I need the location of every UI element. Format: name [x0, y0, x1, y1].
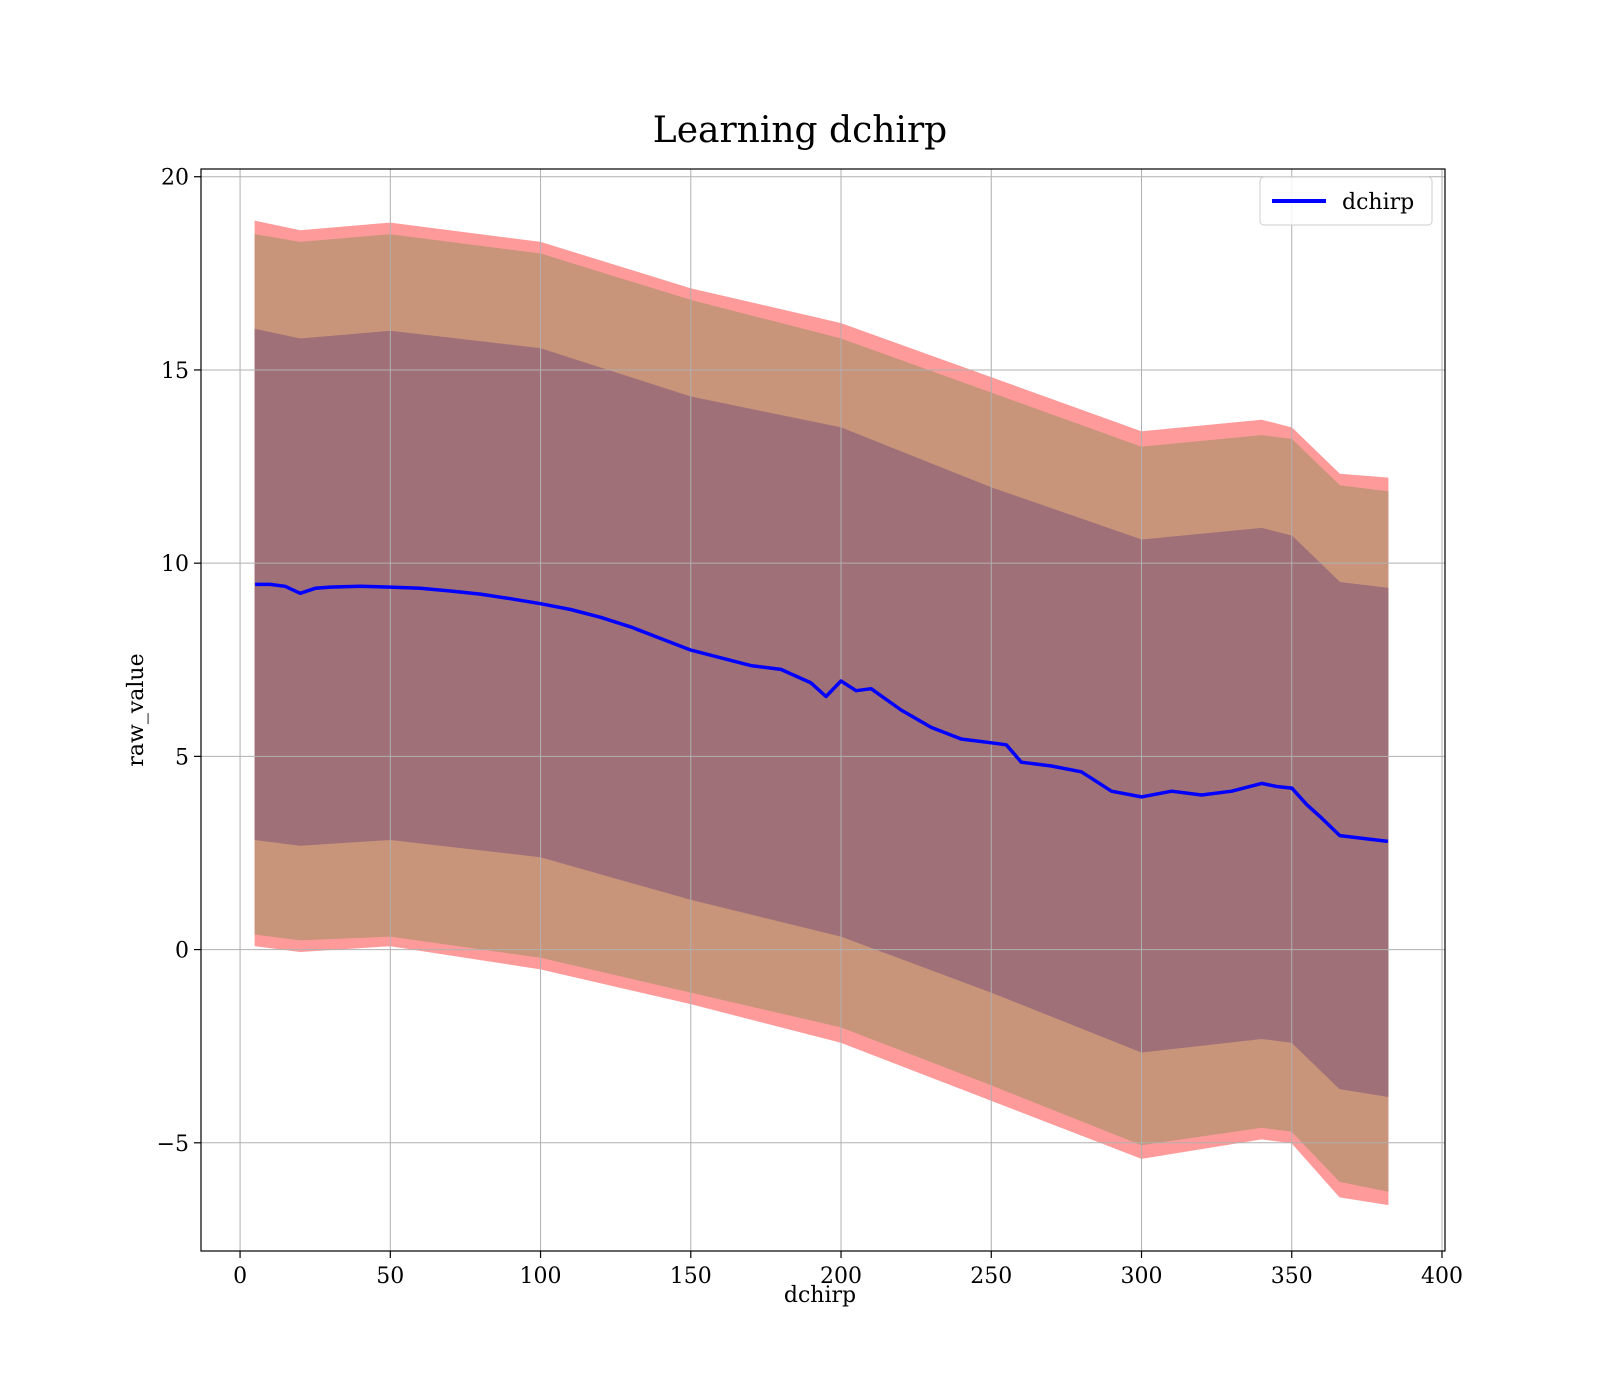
x-tick-label: 50 [376, 1264, 404, 1289]
x-tick-label: 350 [1271, 1264, 1313, 1289]
legend-label: dchirp [1342, 190, 1414, 215]
y-axis-ticks: −5 0 5 10 15 20 [157, 166, 201, 1157]
x-tick-label: 200 [820, 1264, 862, 1289]
y-tick-label: 15 [161, 359, 189, 384]
x-tick-label: 0 [233, 1264, 247, 1289]
y-axis-label: raw_value [124, 653, 149, 766]
chart-title: Learning dchirp [653, 110, 947, 151]
x-axis-label: dchirp [784, 1283, 856, 1308]
x-tick-label: 400 [1421, 1264, 1463, 1289]
confidence-bands [254, 220, 1389, 1206]
series-lines [255, 582, 1389, 844]
legend: dchirp [1259, 176, 1433, 226]
y-tick-label: 0 [175, 939, 189, 964]
y-tick-label: 10 [161, 552, 189, 577]
x-tick-label: 250 [970, 1264, 1012, 1289]
grid-lines [201, 169, 1445, 1251]
series-line-dchirp [255, 582, 1389, 844]
x-axis-ticks: 0 50 100 150 200 250 300 350 400 [233, 1251, 1463, 1289]
y-tick-label: 20 [161, 166, 189, 191]
x-tick-label: 300 [1121, 1264, 1163, 1289]
x-tick-label: 150 [670, 1264, 712, 1289]
plot-frame [200, 168, 1446, 1252]
legend-box [1259, 176, 1433, 226]
x-tick-label: 100 [520, 1264, 562, 1289]
y-tick-label: −5 [157, 1132, 189, 1157]
y-tick-label: 5 [175, 745, 189, 770]
